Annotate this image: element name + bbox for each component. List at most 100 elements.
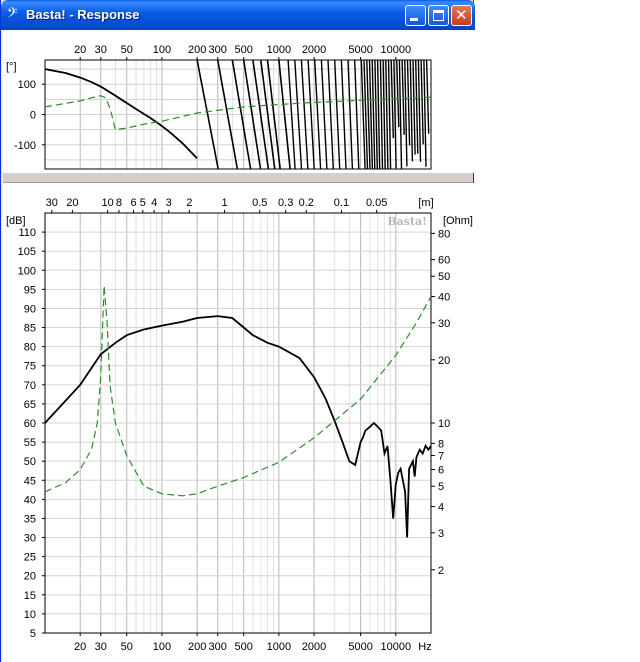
phase-series-wrap (231, 59, 252, 170)
top-axis-tick-label: 0.2 (299, 197, 314, 209)
phase-x-tick-label: 20 (74, 44, 86, 56)
phase-series-wrap (368, 59, 374, 170)
response-y-right-tick-label: 3 (438, 528, 444, 540)
response-chart: Basta!30 20 10 8 6 5 4 3 2 1 0.5 0.3 0.2 0.1 0.05 [m]20… (2, 183, 474, 662)
response-y-left-tick-label: 80 (24, 342, 36, 354)
phase-x-tick-label: 100 (153, 44, 171, 56)
phase-x-tick-label: 1000 (267, 44, 291, 56)
response-y-left-tick-label: 35 (24, 513, 36, 525)
top-axis-unit: [m] (418, 197, 433, 209)
response-y-right-tick-label: 50 (438, 271, 450, 283)
response-x-tick-label: 5000 (348, 641, 372, 653)
response-y-right-tick-label: 8 (438, 438, 444, 450)
phase-x-tick-label: 5000 (348, 44, 372, 56)
response-y-right-tick-label: 40 (438, 292, 450, 304)
phase-series-wrap (216, 59, 239, 170)
close-icon: ✕ (455, 6, 468, 24)
phase-series-wrap (252, 59, 270, 170)
phase-series-wrap (396, 59, 400, 128)
top-axis-tick-label: 0.3 (278, 197, 293, 209)
response-y-left-tick-label: 25 (24, 552, 36, 564)
basta-logo: Basta! (387, 215, 427, 228)
phase-series-wrap (196, 59, 219, 170)
response-y-left-tick-label: 110 (18, 227, 36, 239)
phase-series-wrap (327, 59, 334, 170)
response-y-left-tick-label: 20 (24, 571, 36, 583)
phase-series-wrap (300, 59, 309, 170)
title-bar[interactable]: 𝄢 Basta! - Response ✕ (1, 0, 475, 30)
response-y-left-tick-label: 70 (24, 380, 36, 392)
phase-series-wrap (423, 59, 427, 167)
phase-series-wrap (415, 59, 419, 154)
phase-series-wrap (347, 59, 354, 170)
response-x-tick-label: 300 (209, 641, 227, 653)
minimize-button[interactable] (405, 5, 426, 26)
top-axis-tick-label: 2 (186, 197, 192, 209)
phase-series-wrap (354, 59, 360, 170)
top-axis-tick-label: 0.05 (366, 197, 387, 209)
phase-series-wrap (417, 59, 422, 162)
response-y-right-tick-label: 80 (438, 228, 450, 240)
response-y-left-tick-label: 75 (24, 361, 36, 373)
phase-series-wrap (363, 59, 369, 170)
maximize-button[interactable] (428, 5, 449, 26)
response-y-right-tick-label: 30 (438, 318, 450, 330)
phase-x-tick-label: 30 (95, 44, 107, 56)
response-y-right-tick-label: 2 (438, 565, 444, 577)
phase-series-wrap (398, 59, 403, 169)
response-y-left-tick-label: 95 (24, 284, 36, 296)
response-y-left-tick-label: 15 (24, 590, 36, 602)
response-y-right-tick-label: 10 (438, 418, 450, 430)
phase-series-line (44, 68, 198, 160)
response-y-left-tick-label: 105 (18, 246, 36, 258)
phase-series-wrap (374, 59, 378, 170)
response-y-right-tick-label: 5 (438, 481, 444, 493)
bass-clef-icon: 𝄢 (7, 5, 18, 24)
response-y-left-tick-label: 50 (24, 456, 36, 468)
phase-series-wrap (314, 59, 322, 170)
top-axis-tick-label: 20 (66, 197, 78, 209)
phase-x-tick-label: 200 (188, 44, 206, 56)
phase-x-tick-label: 10000 (381, 44, 412, 56)
maximize-icon (433, 10, 444, 21)
top-axis-tick-label: 1 (221, 197, 227, 209)
impedance-series-line (44, 285, 432, 497)
phase-series-wrap (366, 59, 371, 170)
phase-series-wrap (307, 59, 315, 170)
response-y-left-tick-label: 65 (24, 399, 36, 411)
response-y-left-tick-label: 100 (18, 265, 36, 277)
response-y-left-tick-label: 40 (24, 494, 36, 506)
phase-series-wrap (294, 59, 303, 170)
phase-series-wrap (278, 59, 291, 170)
pane-splitter[interactable] (3, 173, 473, 183)
phase-series-wrap (385, 59, 389, 170)
phase-series-wrap (287, 59, 296, 170)
window-title: Basta! - Response (26, 7, 140, 22)
phase-series-dashed (44, 95, 432, 131)
phase-series-wrap (371, 59, 376, 170)
top-axis-tick-label: 8 (116, 197, 122, 209)
top-axis-tick-label: 0.1 (334, 197, 349, 209)
response-x-unit: Hz (418, 641, 431, 653)
top-axis-tick-label: 10 (101, 197, 113, 209)
response-x-tick-label: 10000 (381, 641, 412, 653)
spl-series-line (44, 315, 432, 538)
top-axis-tick-label: 3 (166, 197, 172, 209)
response-y-right-tick-label: 6 (438, 465, 444, 477)
phase-chart: 20 30 50 100 200 300 500 1000 2000 5000 10000[°]10… (2, 30, 474, 173)
top-axis-tick-label: 5 (140, 197, 146, 209)
response-y-left-tick-label: 90 (24, 303, 36, 315)
phase-y-unit: [°] (6, 61, 17, 73)
response-x-tick-label: 30 (95, 641, 107, 653)
phase-series-wrap (360, 59, 366, 170)
close-button[interactable]: ✕ (451, 5, 472, 26)
response-y-left-tick-label: 60 (24, 418, 36, 430)
phase-y-tick-label: 0 (30, 110, 36, 122)
top-axis-tick-label: 4 (151, 197, 157, 209)
phase-x-tick-label: 500 (234, 44, 252, 56)
response-x-tick-label: 20 (74, 641, 86, 653)
phase-x-tick-label: 2000 (302, 44, 326, 56)
phase-series-wrap (393, 59, 397, 169)
phase-series-wrap (266, 59, 281, 170)
minimize-icon (410, 18, 418, 21)
